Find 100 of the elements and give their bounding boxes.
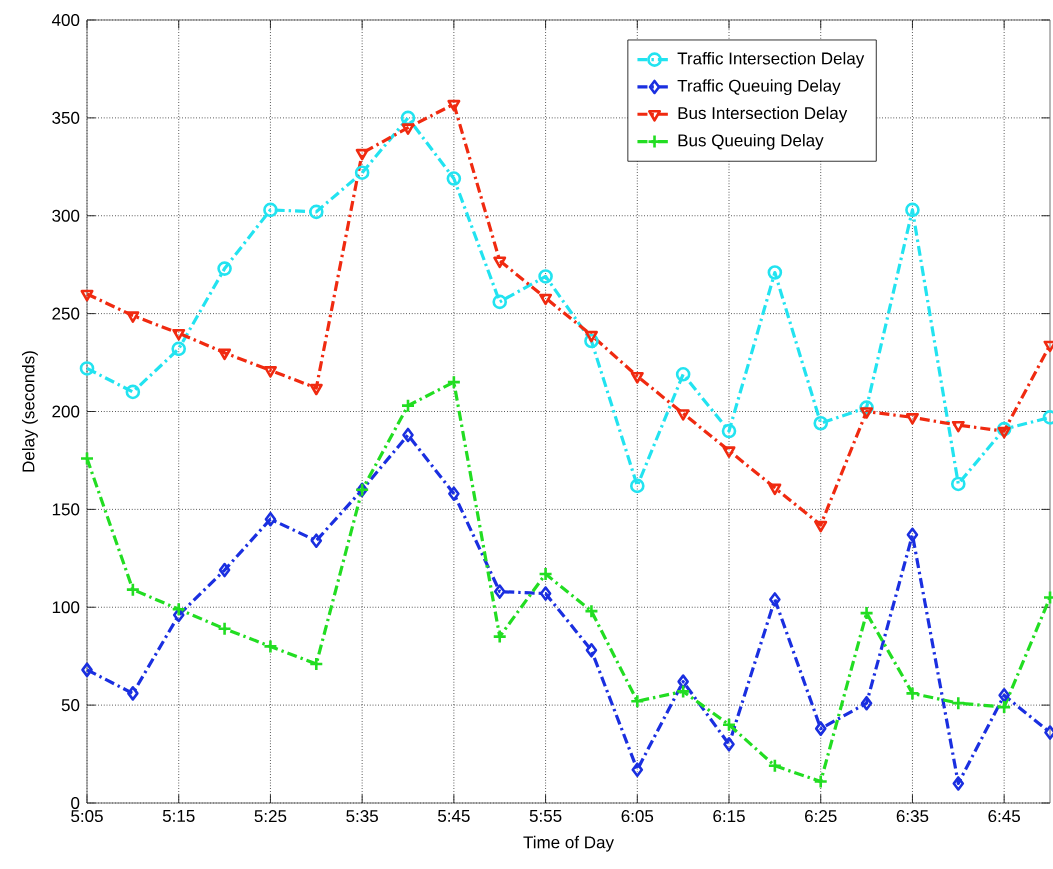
- point: [80, 289, 94, 302]
- point: [859, 605, 874, 621]
- point: [860, 695, 873, 711]
- legend-label: Bus Queuing Delay: [678, 133, 824, 150]
- y-axis-title: Delay (seconds): [21, 351, 38, 472]
- y-tick-label: 400: [51, 14, 80, 27]
- point: [263, 366, 277, 378]
- point: [539, 293, 553, 306]
- legend-label: Traffic Queuing Delay: [677, 79, 841, 96]
- y-tick-label: 200: [52, 405, 80, 418]
- point: [218, 348, 232, 361]
- point: [630, 371, 644, 384]
- point: [860, 407, 874, 419]
- point: [81, 662, 93, 678]
- x-tick-label: 5:05: [71, 810, 103, 823]
- point: [585, 643, 598, 658]
- x-tick-label: 6:15: [713, 810, 745, 823]
- y-tick-label: 350: [52, 111, 80, 124]
- point: [629, 478, 645, 494]
- x-tick-label: 6:05: [621, 810, 654, 823]
- y-tick-label: 50: [61, 699, 80, 712]
- x-tick-label: 6:25: [805, 810, 837, 823]
- point: [997, 426, 1011, 439]
- point: [79, 451, 95, 466]
- point: [125, 384, 141, 400]
- point: [354, 165, 370, 180]
- point: [677, 674, 689, 689]
- point: [629, 693, 645, 709]
- point: [264, 511, 277, 527]
- point: [813, 415, 829, 431]
- point: [631, 762, 644, 778]
- point: [723, 736, 735, 752]
- point: [905, 413, 919, 425]
- point: [493, 584, 506, 599]
- point: [171, 341, 187, 357]
- point: [584, 330, 598, 343]
- point: [951, 420, 965, 433]
- point: [263, 202, 278, 218]
- point: [309, 383, 323, 396]
- point: [310, 533, 323, 548]
- point: [675, 367, 691, 382]
- point: [767, 265, 783, 280]
- point: [446, 171, 462, 186]
- point: [584, 603, 599, 619]
- point: [539, 586, 552, 601]
- point: [676, 409, 690, 421]
- point: [814, 721, 827, 736]
- point: [768, 483, 782, 496]
- point: [447, 99, 461, 112]
- point: [998, 688, 1010, 703]
- y-tick-label: 0: [71, 796, 80, 810]
- point: [721, 423, 737, 439]
- x-axis-title: Time of Day: [523, 835, 614, 852]
- point: [905, 202, 920, 218]
- x-tick-label: 5:25: [254, 810, 287, 823]
- point: [906, 527, 919, 543]
- point: [217, 621, 232, 637]
- point: [79, 361, 95, 376]
- point: [814, 520, 828, 533]
- x-tick-label: 5:55: [529, 810, 562, 822]
- point: [492, 629, 508, 644]
- x-tick-label: 6:45: [988, 810, 1020, 823]
- point: [172, 328, 186, 341]
- point: [952, 776, 965, 791]
- point: [767, 758, 783, 774]
- point: [125, 582, 141, 597]
- y-tick-label: 150: [52, 503, 80, 516]
- point: [950, 476, 966, 492]
- point: [493, 256, 507, 269]
- point: [171, 601, 187, 617]
- legend-label: Bus Intersection Delay: [678, 106, 848, 123]
- point: [722, 446, 736, 458]
- x-tick-label: 5:45: [438, 810, 470, 822]
- y-tick-label: 100: [52, 601, 80, 614]
- x-tick-label: 5:15: [162, 810, 195, 822]
- point: [538, 566, 553, 582]
- point: [217, 261, 232, 276]
- point: [538, 269, 553, 284]
- point: [446, 374, 462, 390]
- point: [218, 562, 231, 578]
- x-tick-label: 6:35: [896, 810, 929, 823]
- point: [309, 204, 324, 220]
- point: [263, 639, 278, 654]
- point: [492, 294, 508, 310]
- point: [402, 427, 414, 443]
- y-tick-label: 250: [52, 307, 80, 320]
- x-tick-label: 5:35: [346, 810, 378, 823]
- point: [813, 774, 829, 789]
- point: [401, 123, 415, 135]
- y-tick-label: 300: [52, 209, 80, 222]
- point: [126, 311, 140, 323]
- point: [355, 148, 369, 161]
- point: [448, 486, 460, 502]
- point: [905, 686, 920, 701]
- point: [127, 686, 139, 701]
- point: [950, 695, 966, 711]
- point: [721, 717, 737, 732]
- point: [309, 656, 324, 672]
- legend-label: Traffic Intersection Delay: [677, 51, 865, 68]
- point: [996, 699, 1012, 715]
